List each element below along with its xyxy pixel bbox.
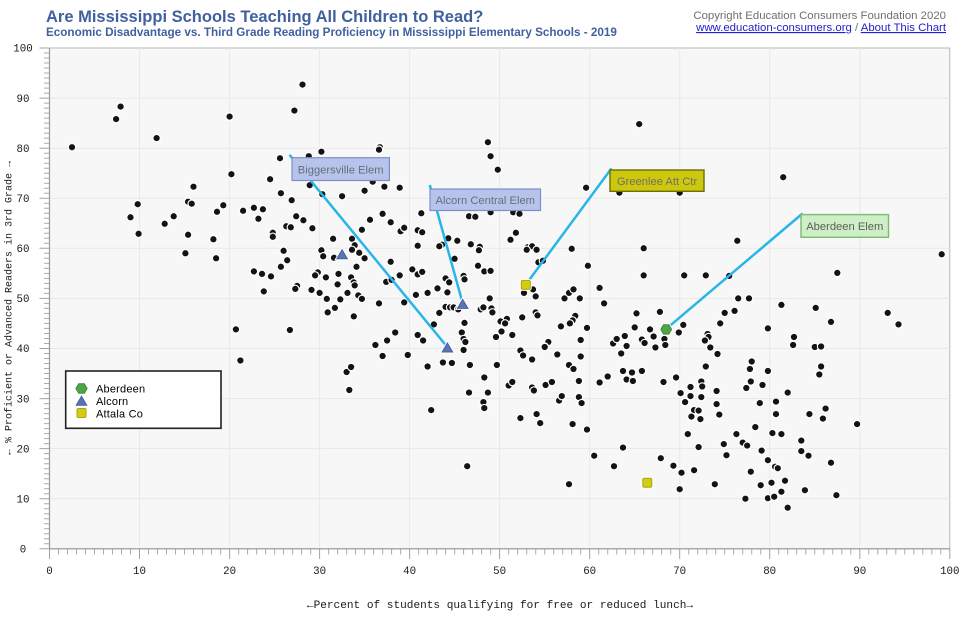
svg-text:40: 40 (17, 344, 30, 356)
svg-text:Biggersville Elem: Biggersville Elem (298, 164, 384, 176)
svg-text:Are Mississippi Schools Teachi: Are Mississippi Schools Teaching All Chi… (46, 8, 483, 26)
svg-text:50: 50 (17, 294, 30, 306)
svg-text:70: 70 (17, 194, 30, 206)
svg-text:70: 70 (673, 566, 686, 578)
svg-text:←Percent of students qualifyin: ←Percent of students qualifying for free… (307, 600, 693, 612)
svg-text:0: 0 (20, 545, 26, 557)
svg-text:20: 20 (223, 566, 236, 578)
svg-text:Copyright Education Consumers: Copyright Education Consumers Foundation… (693, 10, 946, 22)
svg-text:60: 60 (17, 244, 30, 256)
svg-text:50: 50 (493, 566, 506, 578)
svg-text:30: 30 (313, 566, 326, 578)
svg-text:10: 10 (17, 494, 30, 506)
svg-text:30: 30 (17, 394, 30, 406)
svg-text:40: 40 (403, 566, 416, 578)
svg-text:Alcorn: Alcorn (96, 396, 128, 408)
svg-text:20: 20 (17, 444, 30, 456)
svg-text:80: 80 (763, 566, 776, 578)
svg-text:Greenlee Att Ctr: Greenlee Att Ctr (617, 176, 697, 188)
svg-text:10: 10 (133, 566, 146, 578)
svg-text:100: 100 (940, 566, 959, 578)
svg-text:0: 0 (46, 566, 52, 578)
svg-text:Attala Co: Attala Co (96, 409, 143, 421)
svg-text:90: 90 (853, 566, 866, 578)
svg-text:Aberdeen Elem: Aberdeen Elem (806, 221, 883, 233)
svg-text:Economic Disadvantage vs. Thir: Economic Disadvantage vs. Third Grade Re… (46, 26, 617, 39)
svg-text:90: 90 (17, 94, 30, 106)
svg-text:100: 100 (13, 44, 32, 56)
svg-text:www.education-consumers.org /: www.education-consumers.org / About This… (695, 22, 947, 34)
svg-text:Aberdeen: Aberdeen (96, 384, 145, 396)
svg-text:60: 60 (583, 566, 596, 578)
svg-text:Alcorn Central Elem: Alcorn Central Elem (436, 195, 535, 207)
svg-text:← % Proficient or Advanced Rea: ← % Proficient or Advanced Readers in 3r… (4, 161, 16, 455)
svg-text:80: 80 (17, 144, 30, 156)
